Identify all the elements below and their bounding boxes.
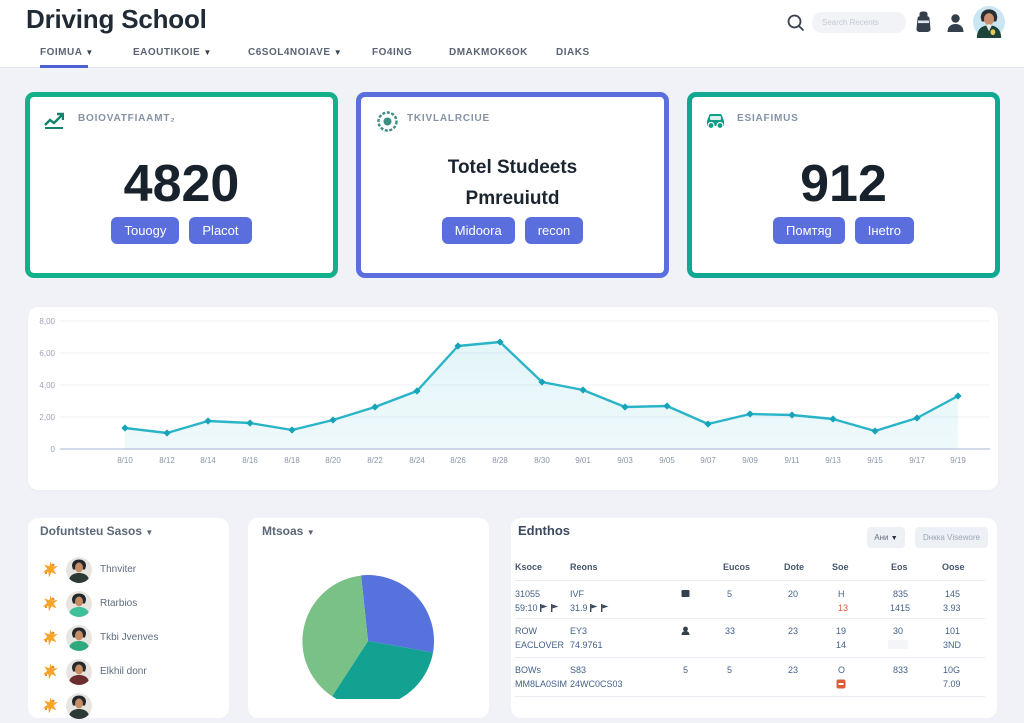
svg-text:6,00: 6,00 bbox=[39, 349, 55, 358]
svg-text:8/14: 8/14 bbox=[200, 456, 216, 465]
svg-text:9/05: 9/05 bbox=[659, 456, 675, 465]
svg-text:9/19: 9/19 bbox=[950, 456, 966, 465]
svg-text:9/03: 9/03 bbox=[617, 456, 633, 465]
svg-text:9/17: 9/17 bbox=[909, 456, 925, 465]
svg-text:8/30: 8/30 bbox=[534, 456, 550, 465]
svg-text:8/24: 8/24 bbox=[409, 456, 425, 465]
svg-text:9/07: 9/07 bbox=[700, 456, 716, 465]
svg-text:8,00: 8,00 bbox=[39, 317, 55, 326]
svg-text:8/22: 8/22 bbox=[367, 456, 383, 465]
svg-text:8/26: 8/26 bbox=[450, 456, 466, 465]
svg-text:8/28: 8/28 bbox=[492, 456, 508, 465]
svg-text:8/20: 8/20 bbox=[325, 456, 341, 465]
svg-text:8/18: 8/18 bbox=[284, 456, 300, 465]
svg-text:9/09: 9/09 bbox=[742, 456, 758, 465]
svg-text:4,00: 4,00 bbox=[39, 381, 55, 390]
svg-text:9/11: 9/11 bbox=[785, 456, 801, 465]
svg-text:8/16: 8/16 bbox=[242, 456, 258, 465]
svg-text:9/15: 9/15 bbox=[867, 456, 883, 465]
svg-text:9/01: 9/01 bbox=[575, 456, 591, 465]
svg-text:8/10: 8/10 bbox=[117, 456, 133, 465]
svg-text:0: 0 bbox=[51, 445, 56, 454]
svg-text:9/13: 9/13 bbox=[825, 456, 841, 465]
svg-text:8/12: 8/12 bbox=[159, 456, 175, 465]
svg-text:2,00: 2,00 bbox=[39, 413, 55, 422]
